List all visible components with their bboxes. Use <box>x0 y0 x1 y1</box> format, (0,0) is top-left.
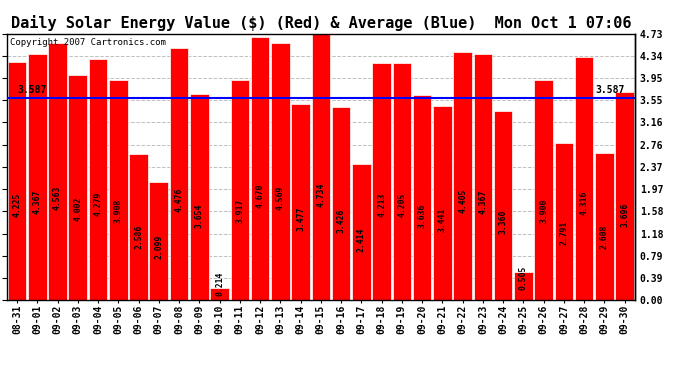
Text: 3.917: 3.917 <box>235 198 244 223</box>
Bar <box>150 182 168 300</box>
Bar <box>332 107 351 300</box>
Text: 4.569: 4.569 <box>276 186 285 210</box>
Title: Daily Solar Energy Value ($) (Red) & Average (Blue)  Mon Oct 1 07:06: Daily Solar Energy Value ($) (Red) & Ave… <box>10 15 631 31</box>
Bar <box>615 92 634 300</box>
Bar <box>473 54 492 300</box>
Text: 4.225: 4.225 <box>12 192 21 217</box>
Text: 3.441: 3.441 <box>438 208 447 232</box>
Text: 3.696: 3.696 <box>620 203 629 227</box>
Text: 4.563: 4.563 <box>53 186 62 210</box>
Bar <box>555 143 573 300</box>
Bar <box>595 153 613 300</box>
Text: 3.636: 3.636 <box>417 204 426 228</box>
Text: 3.654: 3.654 <box>195 204 204 228</box>
Bar <box>190 94 208 300</box>
Text: 0.214: 0.214 <box>215 272 224 296</box>
Bar <box>129 154 148 300</box>
Text: 2.099: 2.099 <box>155 234 164 259</box>
Text: 0.505: 0.505 <box>519 266 528 290</box>
Bar <box>89 59 108 300</box>
Text: 4.476: 4.476 <box>175 188 184 212</box>
Text: 3.587: 3.587 <box>595 85 624 95</box>
Text: 4.405: 4.405 <box>458 189 467 213</box>
Bar <box>311 33 331 300</box>
Text: 4.367: 4.367 <box>478 190 487 214</box>
Text: 2.414: 2.414 <box>357 228 366 252</box>
Bar <box>352 164 371 300</box>
Bar <box>109 80 128 300</box>
Text: 3.908: 3.908 <box>114 199 123 223</box>
Bar <box>373 63 391 300</box>
Text: 3.477: 3.477 <box>296 207 305 231</box>
Bar <box>271 43 290 300</box>
Bar <box>413 95 431 300</box>
Bar <box>210 288 229 300</box>
Text: 4.205: 4.205 <box>397 193 406 217</box>
Text: 4.670: 4.670 <box>255 184 264 208</box>
Text: 2.791: 2.791 <box>560 220 569 245</box>
Text: 3.426: 3.426 <box>337 208 346 232</box>
Text: 2.608: 2.608 <box>600 224 609 249</box>
Text: 3.900: 3.900 <box>539 199 548 223</box>
Text: 4.002: 4.002 <box>73 197 82 221</box>
Bar <box>534 81 553 300</box>
Bar <box>68 75 87 300</box>
Text: 4.734: 4.734 <box>316 182 326 207</box>
Bar <box>433 106 452 300</box>
Text: 4.279: 4.279 <box>94 191 103 216</box>
Bar <box>28 54 47 300</box>
Text: 2.586: 2.586 <box>134 225 143 249</box>
Bar <box>230 80 249 300</box>
Bar <box>291 104 310 300</box>
Text: 3.360: 3.360 <box>499 209 508 234</box>
Text: 4.213: 4.213 <box>377 193 386 217</box>
Bar <box>575 57 593 300</box>
Text: 4.367: 4.367 <box>33 190 42 214</box>
Text: Copyright 2007 Cartronics.com: Copyright 2007 Cartronics.com <box>10 38 166 47</box>
Bar <box>514 272 533 300</box>
Bar <box>453 52 472 300</box>
Bar <box>393 63 411 300</box>
Text: 3.587: 3.587 <box>17 85 46 95</box>
Text: 4.316: 4.316 <box>580 190 589 215</box>
Bar <box>170 48 188 300</box>
Bar <box>8 62 26 300</box>
Bar <box>250 37 269 300</box>
Bar <box>48 43 67 300</box>
Bar <box>494 111 513 300</box>
